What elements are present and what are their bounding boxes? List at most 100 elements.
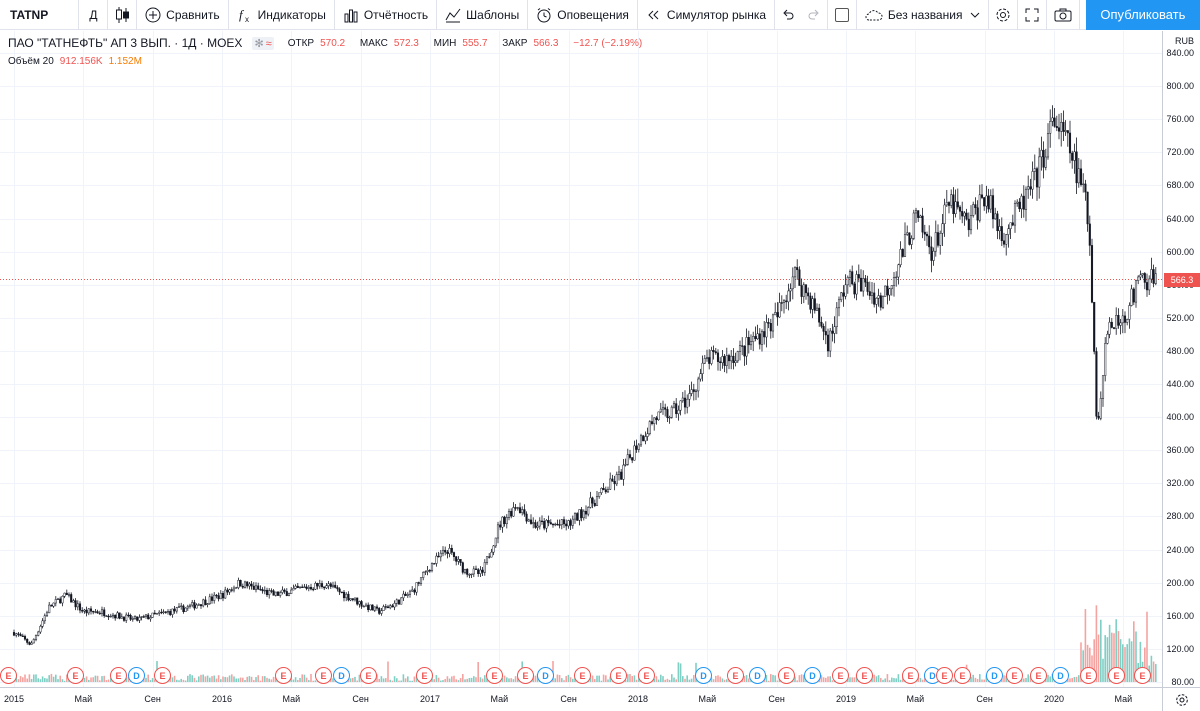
layout-name-button[interactable]: Без названия xyxy=(857,0,990,30)
symbol-search[interactable]: TATNP xyxy=(0,0,80,30)
settings-button[interactable] xyxy=(989,0,1019,30)
candle xyxy=(393,600,396,611)
candle xyxy=(758,328,761,350)
earnings-event-icon[interactable]: E xyxy=(416,667,433,684)
earnings-event-icon[interactable]: E xyxy=(67,667,84,684)
earnings-event-icon[interactable]: E xyxy=(1134,667,1151,684)
candle xyxy=(954,189,957,218)
earnings-event-icon[interactable]: E xyxy=(574,667,591,684)
earnings-event-icon[interactable]: E xyxy=(1108,667,1125,684)
candle xyxy=(1148,275,1151,296)
compare-button[interactable]: Сравнить xyxy=(137,0,229,30)
earnings-event-icon[interactable]: E xyxy=(1030,667,1047,684)
earnings-event-icon[interactable]: E xyxy=(832,667,849,684)
candle xyxy=(1075,137,1078,195)
volume-bar xyxy=(292,679,295,682)
redo-button[interactable] xyxy=(801,0,827,30)
candle xyxy=(378,606,381,616)
volume-bar xyxy=(1108,624,1111,682)
volume-bar xyxy=(411,680,413,682)
earnings-event-icon[interactable]: E xyxy=(1080,667,1097,684)
candle xyxy=(164,611,167,614)
earnings-event-icon[interactable]: E xyxy=(727,667,744,684)
earnings-event-icon[interactable]: E xyxy=(517,667,534,684)
candle xyxy=(961,201,964,224)
volume-bar xyxy=(1027,674,1029,682)
candle xyxy=(688,384,691,407)
templates-button[interactable]: Шаблоны xyxy=(437,0,529,30)
time-scale[interactable]: 2015 Май Сен 2016 Май Сен 2017 Май Сен 2018 Май Сен… xyxy=(0,687,1162,711)
earnings-event-icon[interactable]: E xyxy=(0,667,17,684)
candle xyxy=(521,506,524,516)
grid-line-horizontal xyxy=(0,483,1162,485)
candle xyxy=(529,514,533,525)
candle xyxy=(171,608,174,618)
candle xyxy=(345,592,348,602)
candle xyxy=(584,505,588,519)
earnings-event-icon[interactable]: E xyxy=(275,667,292,684)
earnings-event-icon[interactable]: E xyxy=(110,667,127,684)
candle xyxy=(138,614,141,623)
earnings-event-icon[interactable]: E xyxy=(856,667,873,684)
earnings-event-icon[interactable]: E xyxy=(638,667,655,684)
grid-line-vertical xyxy=(222,31,223,687)
replay-button[interactable]: Симулятор рынка xyxy=(638,0,776,30)
earnings-event-icon[interactable]: E xyxy=(315,667,332,684)
candle xyxy=(182,604,185,614)
candle xyxy=(747,330,750,354)
price-scale[interactable]: RUB 840.00 800.00 760.00 720.00 680.00 640.00… xyxy=(1162,31,1200,687)
volume-bar xyxy=(257,675,259,682)
candle xyxy=(1013,200,1017,233)
candle xyxy=(617,465,621,481)
earnings-event-icon[interactable]: E xyxy=(954,667,971,684)
fullscreen-box-button[interactable] xyxy=(828,0,857,30)
candle xyxy=(600,487,603,495)
undo-button[interactable] xyxy=(775,0,801,30)
earnings-event-icon[interactable]: E xyxy=(610,667,627,684)
interval-button[interactable]: Д xyxy=(79,0,109,30)
candle xyxy=(202,598,205,608)
volume-bar xyxy=(299,678,301,682)
candle xyxy=(859,269,863,292)
earnings-event-icon[interactable]: E xyxy=(936,667,953,684)
volume-bar xyxy=(1078,675,1080,682)
earnings-event-icon[interactable]: E xyxy=(154,667,171,684)
dividend-event-icon[interactable]: D xyxy=(537,667,554,684)
time-tick-label: Сен xyxy=(560,694,577,704)
alerts-button[interactable]: Оповещения xyxy=(528,0,638,30)
earnings-event-icon[interactable]: E xyxy=(902,667,919,684)
candle xyxy=(336,585,339,592)
earnings-event-icon[interactable]: E xyxy=(360,667,377,684)
volume-bar xyxy=(671,674,673,682)
candle xyxy=(78,601,82,614)
snapshot-button[interactable] xyxy=(1047,0,1080,30)
candle xyxy=(191,599,194,608)
candle xyxy=(419,577,423,586)
dividend-event-icon[interactable]: D xyxy=(804,667,821,684)
dividend-event-icon[interactable]: D xyxy=(695,667,712,684)
candle xyxy=(712,345,715,360)
candle xyxy=(646,427,649,441)
dividend-event-icon[interactable]: D xyxy=(1052,667,1069,684)
dividend-event-icon[interactable]: D xyxy=(128,667,145,684)
scale-settings-button[interactable] xyxy=(1162,687,1200,711)
dividend-event-icon[interactable]: D xyxy=(986,667,1003,684)
earnings-event-icon[interactable]: E xyxy=(486,667,503,684)
candle xyxy=(21,633,24,637)
earnings-event-icon[interactable]: E xyxy=(1006,667,1023,684)
candle xyxy=(998,219,1001,240)
candle xyxy=(1031,161,1034,199)
dividend-event-icon[interactable]: D xyxy=(333,667,350,684)
financials-button[interactable]: Отчётность xyxy=(335,0,438,30)
dividend-event-icon[interactable]: D xyxy=(749,667,766,684)
price-chart-pane[interactable]: ПАО "ТАТНЕФТЬ" АП 3 ВЫП. · 1Д · MOEX ✻ ≈ … xyxy=(0,31,1162,687)
fullscreen-button[interactable] xyxy=(1018,0,1048,30)
candle xyxy=(791,267,794,300)
candle xyxy=(1071,150,1074,169)
publish-button[interactable]: Опубликовать xyxy=(1085,0,1200,30)
time-tick-label: 2016 xyxy=(211,694,233,704)
chart-type-button[interactable] xyxy=(108,0,138,30)
candle xyxy=(1051,105,1054,127)
earnings-event-icon[interactable]: E xyxy=(778,667,795,684)
